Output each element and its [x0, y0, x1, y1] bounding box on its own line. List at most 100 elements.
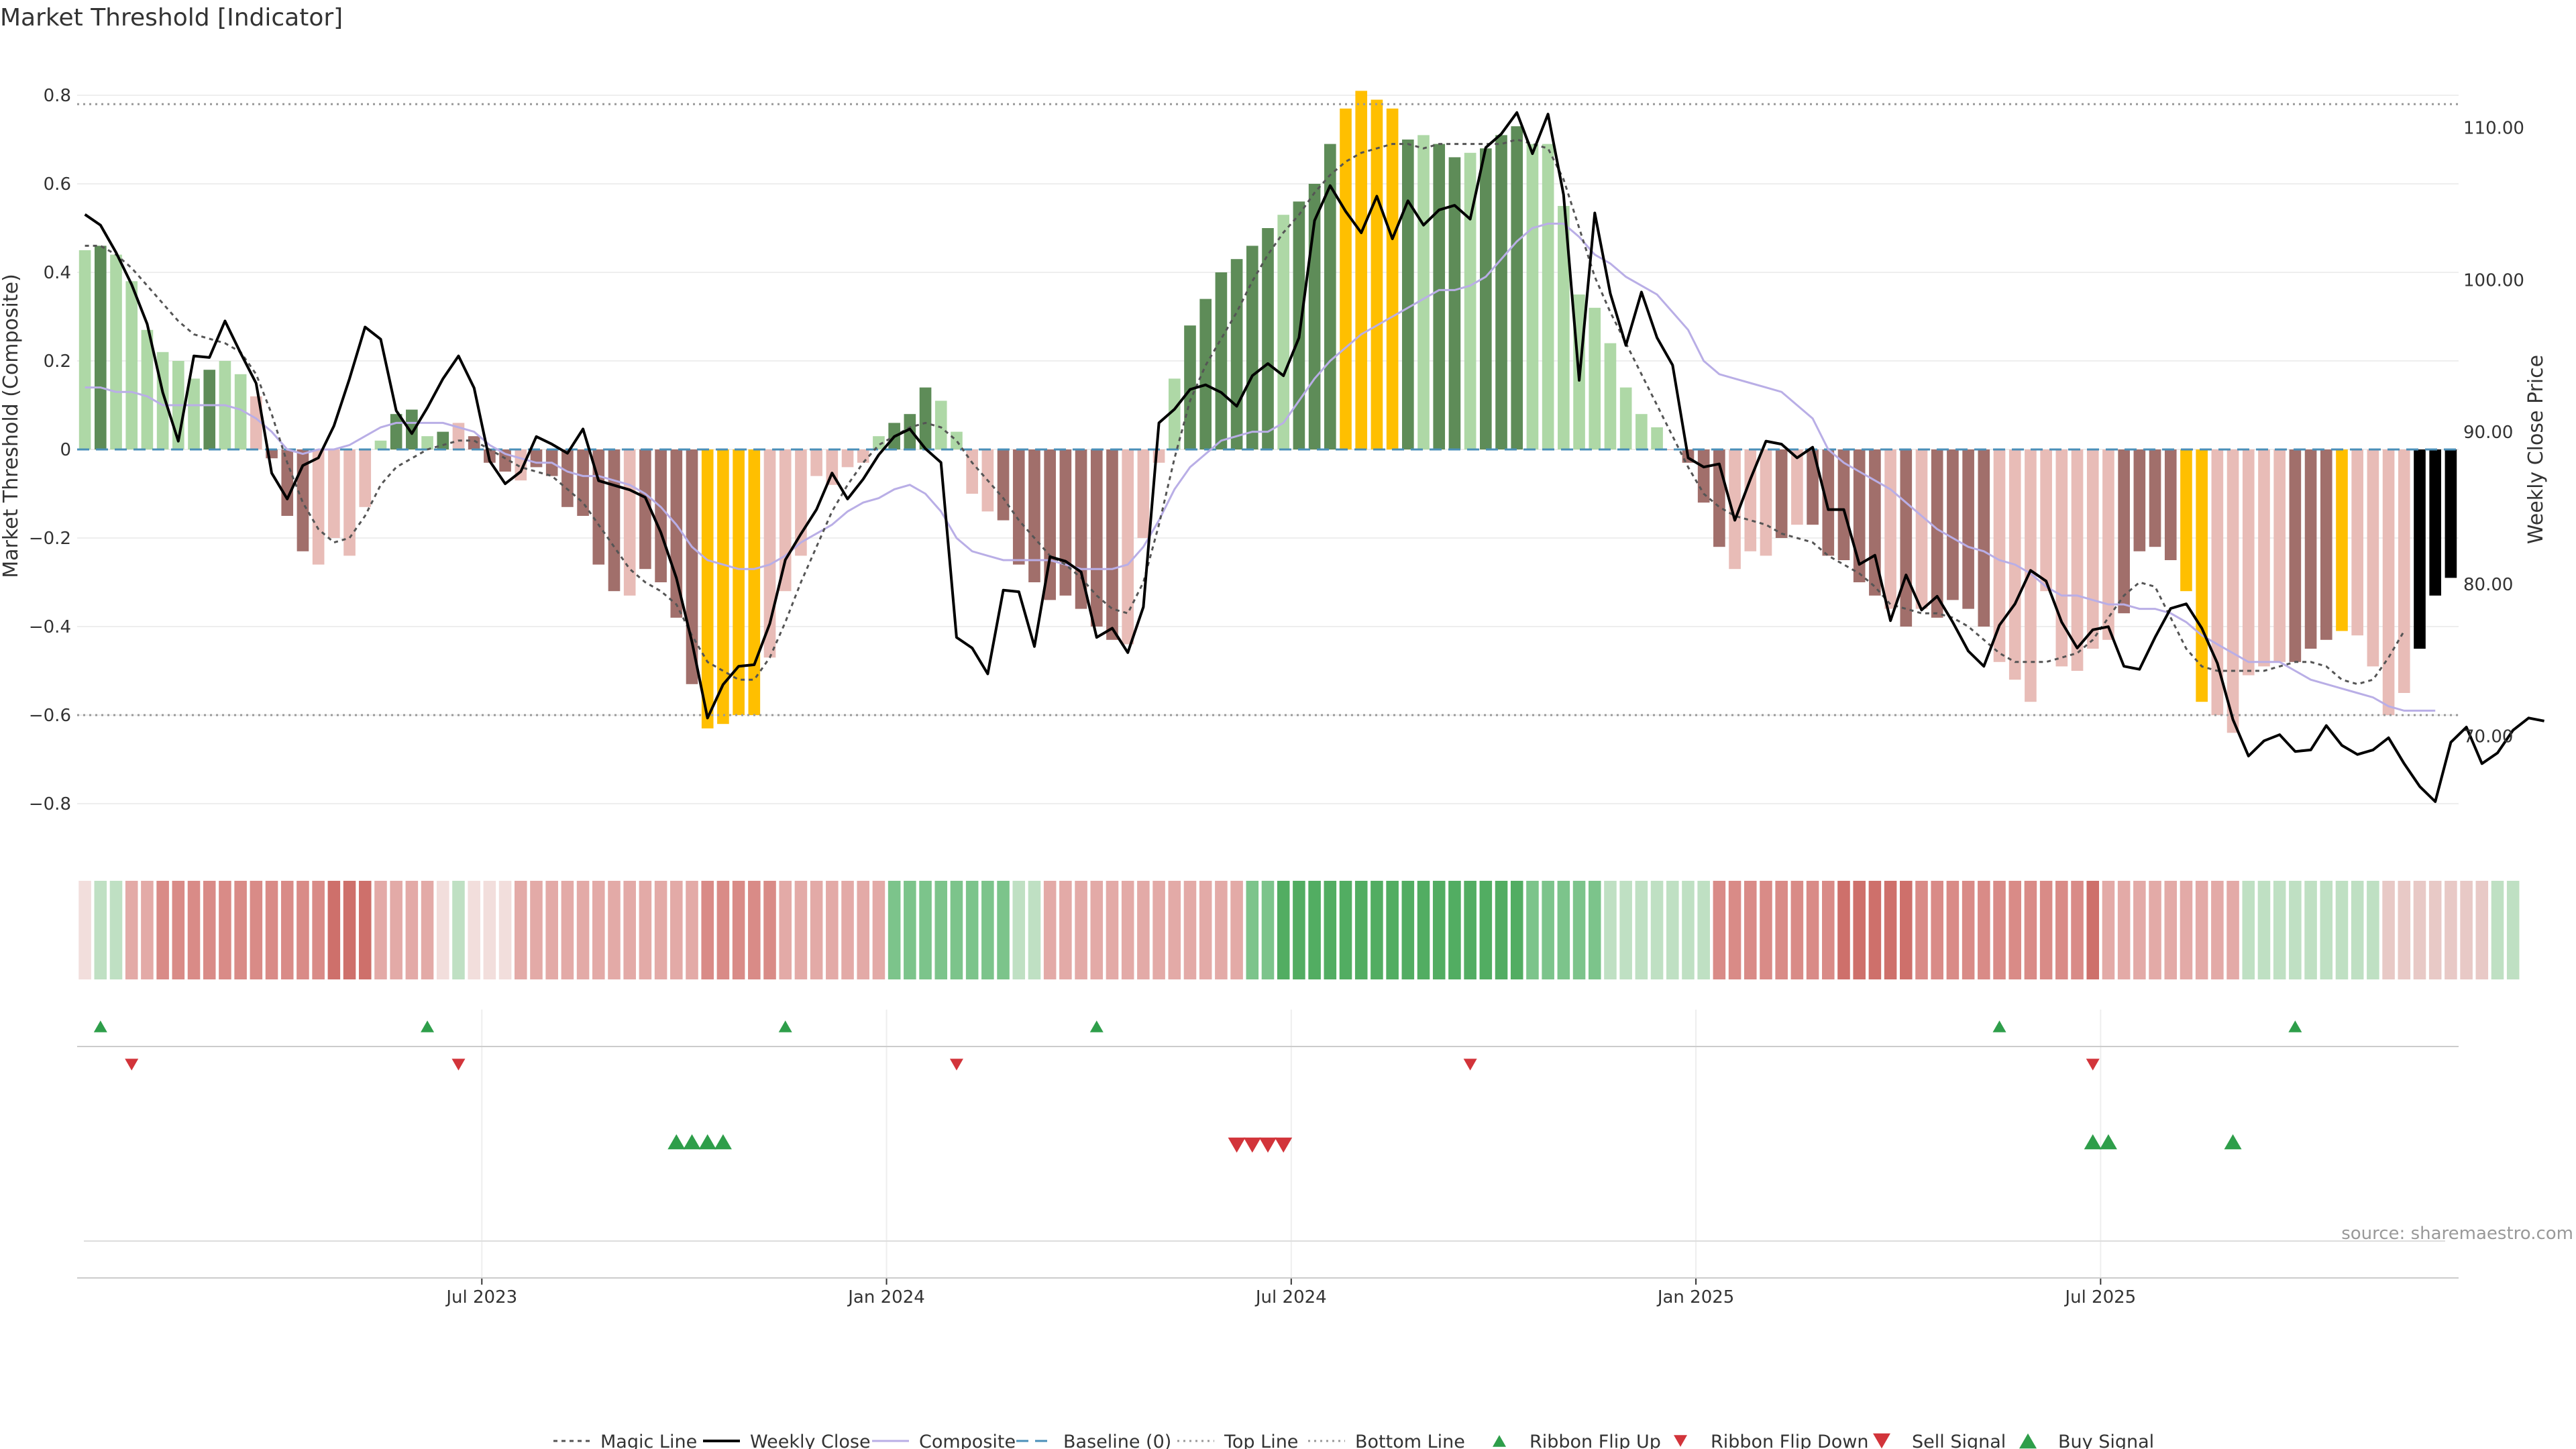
composite-bar: [1915, 449, 1928, 609]
composite-bar: [1277, 215, 1290, 449]
y-tick-label: −0.6: [29, 706, 71, 726]
composite-bar: [2382, 449, 2395, 715]
composite-bar: [1215, 272, 1228, 449]
ribbon-cell: [2257, 881, 2271, 979]
ribbon-cell: [981, 881, 994, 979]
ribbon-cell: [904, 881, 916, 979]
ribbon-cell: [763, 881, 776, 979]
ribbon-cell: [1432, 881, 1446, 979]
axes: 0.8 0.6 0.4 0.2 0 −0.2 −0.4 −0.6 −0.8 110.00 100.0…: [29, 86, 2524, 1307]
composite-bar: [78, 250, 91, 449]
composite-bar: [717, 449, 729, 724]
ribbon-cell: [1417, 881, 1430, 979]
composite-bar: [359, 449, 372, 507]
ribbon-cell: [1246, 881, 1259, 979]
ribbon-cell: [2211, 881, 2224, 979]
composite-bar: [452, 423, 465, 449]
composite-bar: [2164, 449, 2177, 560]
ribbon-cell: [1090, 881, 1104, 979]
ribbon-cell: [732, 881, 745, 979]
legend-item: Ribbon Flip Up: [1493, 1432, 1661, 1449]
composite-bar: [343, 449, 356, 556]
ribbon-cell: [265, 881, 278, 979]
composite-bar: [2086, 449, 2099, 649]
composite-bar: [1324, 144, 1336, 449]
ribbon-cell: [1806, 881, 1819, 979]
ribbon-cell: [2164, 881, 2178, 979]
y-axis-right-label: Weekly Close Price: [2524, 355, 2548, 544]
composite-bar: [857, 449, 869, 463]
composite-line: [85, 222, 2436, 712]
ribbon-cell: [1775, 881, 1788, 979]
ribbon-cell: [950, 881, 963, 979]
ribbon-flip-down-marker: [949, 1059, 963, 1071]
composite-bar: [951, 431, 963, 449]
y-right-tick-label: 80.00: [2463, 575, 2513, 595]
weekly-close-line: [84, 111, 2544, 803]
composite-bar: [2429, 449, 2442, 596]
legend-item: Sell Signal: [1873, 1432, 2006, 1449]
composite-bar: [1822, 449, 1835, 556]
ribbon-cell: [125, 881, 138, 979]
legend-label: Baseline (0): [1063, 1432, 1171, 1449]
composite-bar: [1230, 259, 1243, 449]
sell-signal-marker: [1259, 1137, 1277, 1153]
ribbon-cell: [1931, 881, 1943, 979]
composite-bar: [328, 449, 340, 538]
sell-signal-marker: [1243, 1137, 1261, 1153]
chart-title: Market Threshold [Indicator]: [0, 4, 343, 32]
composite-bar: [421, 436, 433, 449]
ribbon-cell: [1650, 881, 1664, 979]
x-tick-label: Jul 2025: [2063, 1287, 2136, 1307]
ribbon-cell: [94, 881, 107, 979]
legend: Magic Line Weekly Close Composite Baseline …: [553, 1432, 2154, 1449]
composite-bar: [1651, 427, 1663, 449]
ribbon-cell: [1666, 881, 1679, 979]
ribbon-flip-up-marker: [778, 1020, 792, 1032]
ribbon-cell: [1682, 881, 1695, 979]
composite-bar: [1558, 206, 1570, 449]
ribbon-flip-down-marker: [2086, 1059, 2100, 1071]
ribbon-cell: [654, 881, 667, 979]
legend-label: Composite: [919, 1432, 1016, 1449]
y-tick-label: 0.2: [44, 352, 71, 372]
composite-bar: [655, 449, 667, 582]
legend-item: Magic Line: [553, 1432, 697, 1449]
composite-bar: [748, 449, 761, 715]
ribbon-cell: [2428, 881, 2442, 979]
ribbon-flip-up-marker: [2288, 1020, 2302, 1032]
ribbon-cell: [1993, 881, 2006, 979]
composite-bar: [2071, 449, 2084, 671]
composite-bar: [1433, 144, 1446, 449]
ribbon-cell: [701, 881, 714, 979]
ribbon-cell: [1028, 881, 1041, 979]
ribbon-cell: [1168, 881, 1181, 979]
legend-label: Ribbon Flip Up: [1529, 1432, 1661, 1449]
ribbon-cell: [2335, 881, 2349, 979]
composite-bar: [1526, 144, 1539, 449]
composite-bar: [997, 449, 1010, 521]
composite-bar: [1137, 449, 1150, 538]
ribbon-cell: [1526, 881, 1539, 979]
ribbon-cell: [561, 881, 574, 979]
composite-bar: [2149, 449, 2161, 547]
ribbon-cell: [2039, 881, 2053, 979]
ribbon-cell: [1510, 881, 1523, 979]
ribbon-cell: [670, 881, 683, 979]
composite-bar: [934, 400, 947, 449]
ribbon-cell: [2289, 881, 2302, 979]
composite-bar: [125, 281, 138, 449]
legend-label: Weekly Close: [750, 1432, 871, 1449]
ribbon-cell: [141, 881, 154, 979]
ribbon-cell: [1479, 881, 1493, 979]
ribbon-cell: [1354, 881, 1368, 979]
legend-label: Magic Line: [600, 1432, 697, 1449]
ribbon-cell: [1230, 881, 1243, 979]
ribbon-cell: [436, 881, 449, 979]
composite-bar: [623, 449, 636, 596]
ribbon-cell: [1215, 881, 1228, 979]
ribbon-cell: [1557, 881, 1570, 979]
buy-signal-marker: [2099, 1134, 2117, 1150]
ribbon-cell: [2367, 881, 2379, 979]
